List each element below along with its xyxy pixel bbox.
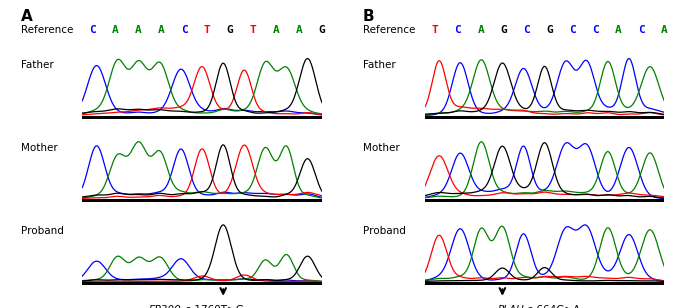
Text: C: C xyxy=(455,25,461,34)
Text: Mother: Mother xyxy=(363,143,400,153)
Text: G: G xyxy=(547,25,553,34)
Text: c.664G>A: c.664G>A xyxy=(524,305,580,308)
Text: A: A xyxy=(158,25,164,34)
Text: EP300: EP300 xyxy=(149,305,182,308)
Text: C: C xyxy=(593,25,599,34)
Text: A: A xyxy=(661,25,668,34)
Text: T: T xyxy=(432,25,438,34)
Text: c.1760T>G: c.1760T>G xyxy=(182,305,243,308)
Text: A: A xyxy=(477,25,484,34)
Text: G: G xyxy=(227,25,234,34)
Text: Father: Father xyxy=(363,60,396,70)
Text: Proband: Proband xyxy=(21,226,64,236)
Text: G: G xyxy=(319,25,325,34)
Text: C: C xyxy=(181,25,188,34)
Text: Proband: Proband xyxy=(363,226,406,236)
Text: Reference: Reference xyxy=(363,25,415,34)
Text: T: T xyxy=(204,25,210,34)
Text: A: A xyxy=(273,25,279,34)
Text: G: G xyxy=(501,25,507,34)
Text: B: B xyxy=(363,9,375,24)
Text: T: T xyxy=(250,25,256,34)
Text: A: A xyxy=(135,25,142,34)
Text: PLAU: PLAU xyxy=(497,305,524,308)
Text: A: A xyxy=(296,25,302,34)
Text: Mother: Mother xyxy=(21,143,58,153)
Text: C: C xyxy=(569,25,576,34)
Text: A: A xyxy=(21,9,32,24)
Text: A: A xyxy=(615,25,622,34)
Text: A: A xyxy=(112,25,119,34)
Text: C: C xyxy=(523,25,530,34)
Text: C: C xyxy=(638,25,645,34)
Text: Father: Father xyxy=(21,60,53,70)
Text: C: C xyxy=(89,25,96,34)
Text: Reference: Reference xyxy=(21,25,73,34)
